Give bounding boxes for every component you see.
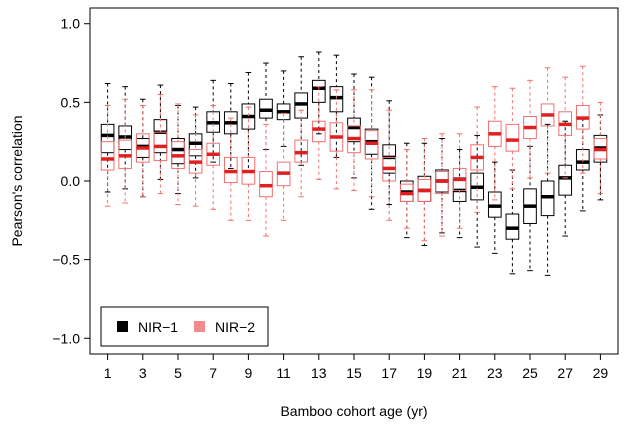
y-axis: 1.0 0.5 0.0 −0.5 −1.0 [52,16,90,346]
x-tick-label: 11 [276,365,291,381]
box-nir1 [311,79,326,103]
y-tick-label: −0.5 [52,252,80,268]
x-tick-label: 1 [104,365,112,381]
box-nir1 [558,164,573,196]
x-axis: 1 3 5 7 9 11 13 15 17 19 21 23 25 27 29 [104,354,609,381]
legend-label-nir1: NIR−1 [138,319,178,335]
x-tick-label: 15 [346,365,362,381]
x-tick-label: 27 [557,365,573,381]
x-axis-label: Bamboo cohort age (yr) [280,403,427,419]
x-tick-label: 7 [209,365,217,381]
x-tick-label: 23 [487,365,503,381]
x-tick-label: 17 [381,365,397,381]
x-tick-label: 5 [174,365,182,381]
legend: NIR−1 NIR−2 [100,306,269,347]
plot-frame [89,7,619,355]
y-tick-label: 0.0 [61,173,81,189]
x-tick-label: 21 [452,365,468,381]
legend-swatch-nir2 [194,321,205,332]
box-nir2 [311,120,326,143]
x-tick-label: 19 [417,365,433,381]
box-nir2 [100,141,115,171]
x-tick-label: 3 [139,365,147,381]
y-tick-label: −1.0 [52,330,80,346]
y-tick-label: 0.5 [61,94,81,110]
legend-label-nir2: NIR−2 [215,319,255,335]
x-tick-label: 9 [245,365,253,381]
box-group [100,51,608,276]
y-axis-label: Pearson's correlation [9,115,25,246]
y-tick-label: 1.0 [61,16,81,32]
x-tick-label: 13 [311,365,327,381]
x-tick-label: 25 [522,365,538,381]
box-nir1 [100,123,115,154]
legend-frame [100,306,269,347]
legend-swatch-nir1 [117,321,128,332]
x-tick-label: 29 [593,365,609,381]
box-nir2 [505,123,520,152]
